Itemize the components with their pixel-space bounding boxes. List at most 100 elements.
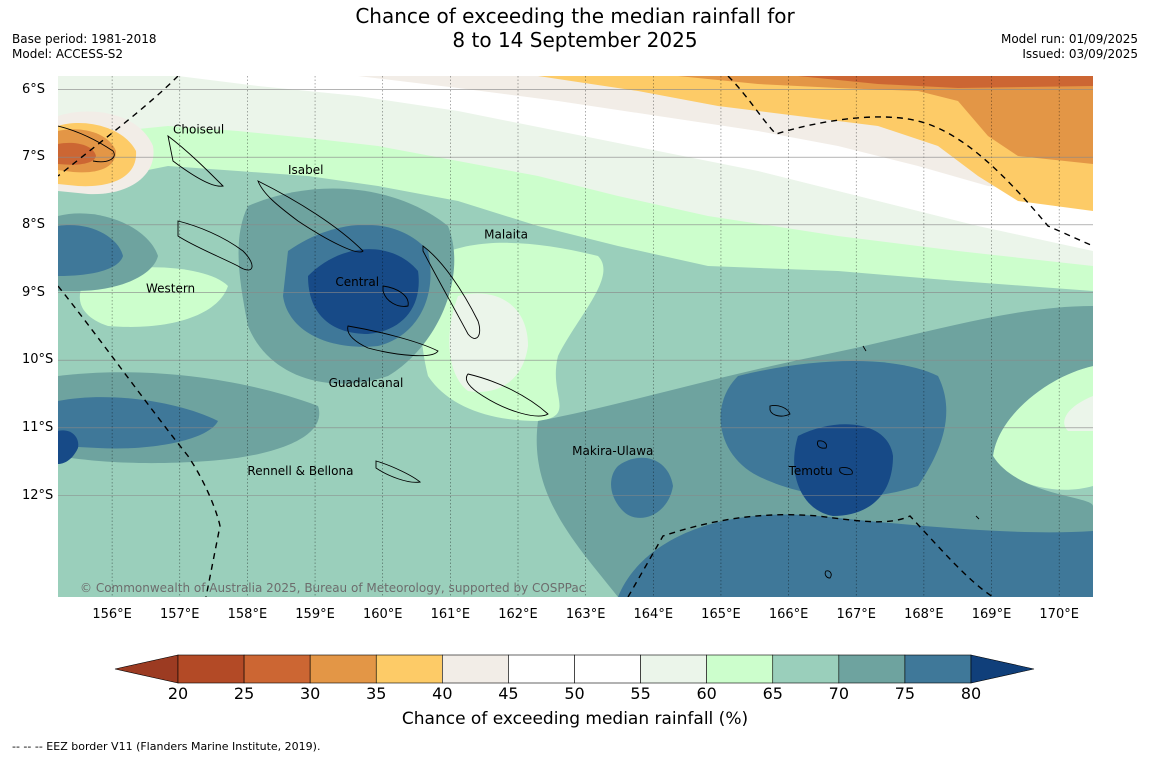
lon-label: 158°E bbox=[227, 607, 268, 622]
lon-label: 166°E bbox=[768, 607, 809, 622]
lat-label: 9°S bbox=[22, 284, 46, 300]
colorbar-cells bbox=[177, 654, 972, 684]
colorbar-tick-label: 60 bbox=[696, 684, 717, 703]
eez-note: -- -- -- EEZ border V11 (Flanders Marine… bbox=[12, 740, 321, 753]
copyright-text: © Commonwealth of Australia 2025, Bureau… bbox=[80, 581, 585, 595]
place-label-rennell-bellona: Rennell & Bellona bbox=[247, 464, 353, 478]
colorbar-cell-50 bbox=[574, 654, 641, 684]
lon-label: 162°E bbox=[498, 607, 538, 622]
colorbar-tick-label: 35 bbox=[366, 684, 387, 703]
map-title-line-2: 8 to 14 September 2025 bbox=[452, 28, 698, 52]
colorbar-tick-label: 55 bbox=[630, 684, 651, 703]
lon-label: 157°E bbox=[159, 607, 200, 622]
contour-band-60-east bbox=[1064, 396, 1093, 431]
lat-label: 12°S bbox=[22, 487, 54, 503]
colorbar-cell-20 bbox=[177, 654, 245, 684]
lat-label: 10°S bbox=[22, 352, 54, 368]
meta-right: Model run: 01/09/2025 Issued: 03/09/2025 bbox=[1001, 32, 1138, 62]
contour-band-40 bbox=[538, 76, 1093, 211]
colorbar-cell-25 bbox=[243, 654, 311, 684]
meta-left: Base period: 1981-2018 Model: ACCESS-S2 bbox=[12, 32, 157, 62]
contour-nw-dry-30 bbox=[58, 142, 96, 165]
colorbar-tick-label: 70 bbox=[828, 684, 850, 703]
colorbar-cell-45 bbox=[508, 654, 575, 684]
island-central-florida bbox=[382, 285, 409, 307]
island-guadalcanal bbox=[347, 325, 439, 357]
lat-label: 7°S bbox=[22, 149, 46, 165]
contour-band-wettest-central bbox=[308, 249, 419, 334]
colorbar bbox=[114, 654, 1035, 684]
island-isabel bbox=[257, 180, 364, 253]
colorbar-tick-label: 40 bbox=[432, 684, 453, 703]
lon-label: 169°E bbox=[971, 607, 1012, 622]
model-text: Model: ACCESS-S2 bbox=[12, 47, 124, 61]
lon-label: 160°E bbox=[362, 607, 403, 622]
eez-border-northeast bbox=[727, 76, 1093, 247]
contour-band-80-southwest bbox=[58, 397, 218, 449]
colorbar-cell-30 bbox=[309, 654, 377, 684]
colorbar-cell-35 bbox=[375, 654, 443, 684]
lon-label: 159°E bbox=[295, 607, 335, 622]
rainfall-map: Choiseul Isabel Malaita Western Central Guada… bbox=[58, 76, 1093, 597]
graticule bbox=[111, 76, 1060, 597]
island-rennell bbox=[375, 460, 422, 483]
island-duff bbox=[862, 345, 867, 352]
lat-label: 11°S bbox=[22, 419, 54, 435]
lon-label: 168°E bbox=[904, 607, 944, 622]
colorbar-tick-label: 20 bbox=[167, 684, 189, 703]
island-anuta bbox=[975, 515, 980, 520]
island-makira bbox=[465, 373, 549, 417]
colorbar-tick-label: 30 bbox=[299, 684, 321, 703]
contour-layers bbox=[58, 76, 1093, 597]
place-label-western: Western bbox=[146, 282, 195, 296]
eez-border-northwest bbox=[58, 76, 179, 177]
island-choiseul bbox=[167, 134, 224, 187]
place-labels: Choiseul Isabel Malaita Western Central Guada… bbox=[146, 123, 833, 479]
colorbar-tick-label: 80 bbox=[960, 684, 982, 703]
colorbar-cell-55 bbox=[640, 654, 707, 684]
contour-band-wettest-east bbox=[794, 424, 893, 516]
issued-text: Issued: 03/09/2025 bbox=[1022, 47, 1138, 61]
lon-label: 163°E bbox=[565, 607, 606, 622]
place-label-choiseul: Choiseul bbox=[173, 123, 224, 137]
place-label-malaita: Malaita bbox=[484, 227, 528, 241]
island-utupua bbox=[817, 440, 827, 449]
contour-band-80-southeast bbox=[618, 514, 1093, 597]
colorbar-cell-60 bbox=[706, 654, 774, 684]
colorbar-over-arrow bbox=[970, 654, 1035, 684]
contour-band-35 bbox=[678, 76, 1093, 164]
colorbar-cell-75 bbox=[904, 654, 972, 684]
eez-borders bbox=[58, 76, 1093, 597]
place-label-makira-ulawa: Makira-Ulawa bbox=[572, 444, 653, 458]
colorbar-tick-label: 25 bbox=[233, 684, 255, 703]
place-label-isabel: Isabel bbox=[288, 163, 323, 177]
colorbar-cell-70 bbox=[838, 654, 906, 684]
colorbar-label: Chance of exceeding median rainfall (%) bbox=[401, 709, 749, 729]
contour-band-80-west bbox=[58, 225, 123, 276]
island-tikopia bbox=[824, 570, 832, 579]
contour-band-30 bbox=[798, 76, 1093, 88]
place-label-guadalcanal: Guadalcanal bbox=[329, 376, 404, 390]
contour-band-wettest-southwest bbox=[58, 430, 79, 464]
lat-label: 6°S bbox=[22, 81, 46, 97]
colorbar-tick-label: 45 bbox=[498, 684, 519, 703]
island-new-georgia bbox=[177, 220, 253, 271]
coastlines bbox=[58, 125, 980, 579]
island-santa-cruz bbox=[769, 405, 791, 417]
lon-label: 165°E bbox=[701, 607, 741, 622]
base-period-text: Base period: 1981-2018 bbox=[12, 32, 157, 46]
colorbar-tick-label: 65 bbox=[762, 684, 783, 703]
lat-label: 8°S bbox=[22, 216, 46, 232]
contour-band-60-central bbox=[449, 293, 528, 392]
island-bougainville bbox=[58, 125, 115, 163]
colorbar-tick-label: 75 bbox=[894, 684, 916, 703]
lon-label: 161°E bbox=[430, 607, 471, 622]
island-vanikoro bbox=[839, 467, 853, 476]
colorbar-under-arrow bbox=[114, 654, 179, 684]
map-title-line-1: Chance of exceeding the median rainfall … bbox=[355, 4, 795, 28]
contour-band-80-southmid bbox=[611, 457, 673, 518]
island-malaita bbox=[422, 245, 481, 339]
model-run-text: Model run: 01/09/2025 bbox=[1000, 32, 1138, 46]
eez-border-west bbox=[58, 285, 221, 597]
colorbar-tick-label: 50 bbox=[564, 684, 585, 703]
